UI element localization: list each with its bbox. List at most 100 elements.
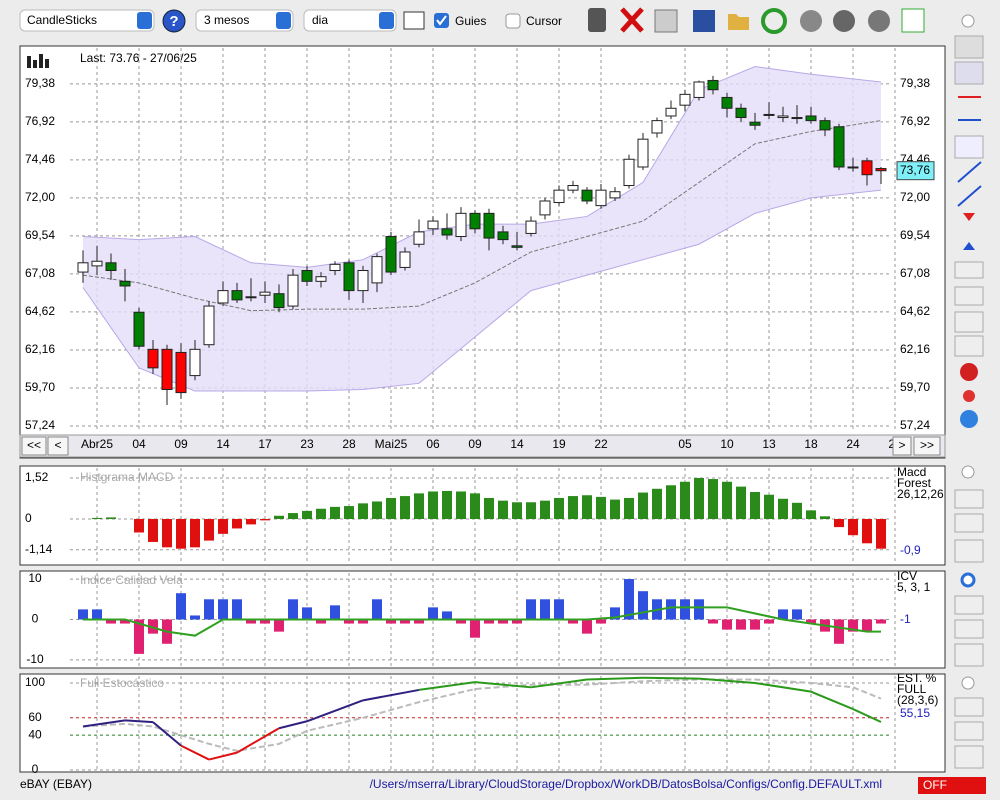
candle-body: [595, 189, 607, 207]
radio[interactable]: [961, 465, 975, 479]
date-label: 28: [342, 437, 356, 451]
tool[interactable]: [954, 311, 984, 333]
delete-icon[interactable]: [620, 7, 644, 33]
nav-button[interactable]: [21, 436, 47, 456]
y-tick-label: 0: [32, 612, 39, 626]
candle-body: [791, 117, 803, 120]
tool[interactable]: [954, 513, 984, 533]
stoch-name: EST. %: [897, 671, 937, 685]
status-box[interactable]: [918, 777, 986, 794]
icv-bar: [260, 619, 270, 624]
macd-bar: [246, 519, 256, 525]
y-tick-label: -10: [26, 652, 44, 666]
nav-button[interactable]: [892, 436, 912, 456]
candle-body: [679, 93, 691, 106]
macd-bar: [778, 498, 788, 520]
stoch-k-segment: [152, 721, 182, 747]
macd-bar: [176, 519, 186, 549]
tool[interactable]: [954, 697, 984, 717]
last-price: Last: 73.76 - 27/06/25: [80, 51, 197, 65]
interval-select[interactable]: [303, 9, 397, 32]
macd-bar: [680, 481, 690, 520]
trend-tool[interactable]: [957, 185, 982, 207]
candle-body: [133, 311, 145, 347]
bollinger-area: [83, 66, 881, 392]
radio[interactable]: [961, 676, 975, 690]
refresh-icon[interactable]: [761, 8, 787, 34]
date-label: 05: [678, 437, 692, 451]
icv-bar: [316, 619, 326, 624]
stoch-k-segment: [530, 678, 588, 689]
web-icon[interactable]: [800, 10, 822, 32]
cycle-tool[interactable]: [960, 410, 978, 428]
icv-bar: [274, 619, 284, 632]
candle-body: [875, 168, 887, 172]
macd-title: Histgrama MACD: [80, 470, 174, 484]
tool[interactable]: [954, 643, 984, 667]
calendar-icon[interactable]: [403, 11, 425, 30]
candle-body: [833, 126, 845, 168]
tool[interactable]: [954, 61, 984, 85]
tool[interactable]: [954, 619, 984, 639]
macd-bar: [568, 496, 578, 520]
chart-type-select[interactable]: [19, 9, 155, 32]
cursor-checkbox[interactable]: [505, 13, 521, 29]
nav-button[interactable]: [913, 436, 941, 456]
icv-last: -1: [900, 612, 911, 626]
icv-bar: [596, 619, 606, 624]
print-icon[interactable]: [654, 9, 678, 33]
radio[interactable]: [960, 572, 976, 588]
icv-bar: [218, 599, 228, 620]
macd-bar: [722, 481, 732, 520]
candle-body: [315, 276, 327, 282]
icv-bar: [302, 607, 312, 620]
help-icon: ?: [169, 13, 178, 30]
tool[interactable]: [954, 286, 984, 306]
icv-bar: [484, 619, 494, 624]
macd-bar: [736, 486, 746, 520]
zoom-tool[interactable]: [954, 35, 984, 59]
calendar-17-icon[interactable]: [901, 8, 925, 33]
settings-icon[interactable]: [868, 10, 890, 32]
stoch-k-segment: [82, 719, 126, 728]
stoch-k-segment: [698, 677, 756, 684]
guides-label: Guies: [455, 14, 486, 28]
y-tick-label-right: 67,08: [900, 266, 930, 280]
tool[interactable]: [954, 489, 984, 509]
moving-average: [82, 120, 882, 312]
icv-bar: [470, 619, 480, 638]
icv-bar: [78, 609, 88, 620]
help-button[interactable]: [162, 9, 186, 33]
date-label: Mai25: [375, 437, 408, 451]
save-icon[interactable]: [693, 10, 715, 32]
up-tool[interactable]: [963, 242, 975, 250]
tool[interactable]: [954, 135, 984, 159]
chart-type: CandleSticks: [27, 13, 97, 27]
record-tool[interactable]: [963, 390, 975, 402]
icv-bar: [344, 619, 354, 624]
tool[interactable]: [954, 595, 984, 615]
tool[interactable]: [954, 335, 984, 357]
candle-body: [385, 236, 397, 273]
euro-icon[interactable]: [833, 10, 855, 32]
nav-button[interactable]: [47, 436, 69, 456]
candle-body: [497, 231, 509, 241]
current-price-box: [896, 161, 935, 181]
period-select[interactable]: [195, 9, 294, 32]
tool[interactable]: [954, 721, 984, 741]
tool[interactable]: [954, 745, 984, 769]
candle-body: [441, 228, 453, 236]
down-tool[interactable]: [963, 213, 975, 221]
tool[interactable]: [954, 261, 984, 279]
y-tick-label-right: 62,16: [900, 342, 930, 356]
tool[interactable]: [954, 539, 984, 563]
macd-bar: [260, 519, 270, 521]
stop-tool[interactable]: [960, 363, 978, 381]
y-tick-label: -1,14: [25, 542, 53, 556]
candle-body: [371, 256, 383, 284]
radio[interactable]: [961, 14, 975, 28]
trend-tool[interactable]: [957, 161, 982, 183]
open-icon[interactable]: [728, 14, 749, 30]
trash-icon[interactable]: [588, 8, 606, 32]
candle-body: [749, 121, 761, 126]
